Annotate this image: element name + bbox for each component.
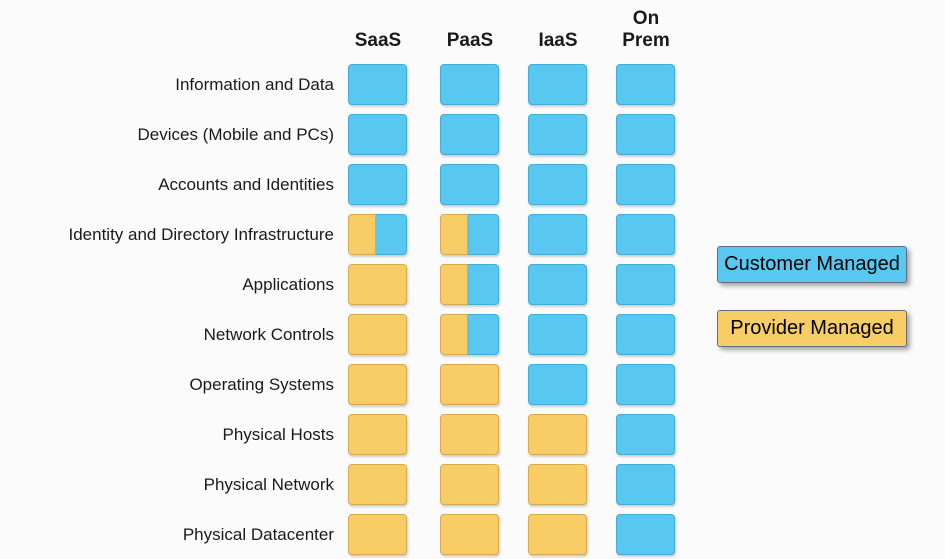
matrix-cell-customer <box>440 64 499 105</box>
matrix-cell-split <box>440 264 499 305</box>
matrix-cell-provider <box>440 514 499 555</box>
matrix-cell-customer <box>616 364 675 405</box>
matrix-cell-customer <box>528 164 587 205</box>
row-label-applications: Applications <box>242 274 334 294</box>
row-label-network-controls: Network Controls <box>203 324 334 344</box>
matrix-cell-provider <box>528 464 587 505</box>
legend-provider-managed: Provider Managed <box>717 310 907 347</box>
row-label-accounts-and-identities: Accounts and Identities <box>158 174 334 194</box>
row-label-physical-datacenter: Physical Datacenter <box>182 524 334 544</box>
row-label-physical-hosts: Physical Hosts <box>222 424 334 444</box>
matrix-cell-customer <box>348 64 407 105</box>
matrix-cell-provider <box>440 414 499 455</box>
matrix-cell-customer <box>616 414 675 455</box>
row-label-identity-and-directory-infrastructure: Identity and Directory Infrastructure <box>68 224 334 244</box>
row-label-physical-network: Physical Network <box>203 474 334 494</box>
matrix-cell-split <box>440 214 499 255</box>
row-label-operating-systems: Operating Systems <box>189 374 334 394</box>
matrix-cell-provider <box>348 364 407 405</box>
matrix-cell-customer <box>348 114 407 155</box>
split-provider-segment <box>440 214 468 255</box>
matrix-cell-customer <box>616 314 675 355</box>
split-provider-segment <box>348 214 376 255</box>
matrix-cell-split <box>348 214 407 255</box>
split-customer-segment <box>375 214 407 255</box>
matrix-cell-provider <box>528 414 587 455</box>
matrix-cell-customer <box>528 64 587 105</box>
matrix-cell-customer <box>528 214 587 255</box>
matrix-cell-customer <box>616 514 675 555</box>
matrix-cell-customer <box>528 364 587 405</box>
matrix-cell-provider <box>440 464 499 505</box>
column-header-on-prem: On Prem <box>622 8 670 51</box>
matrix-cell-customer <box>440 164 499 205</box>
matrix-cell-customer <box>616 164 675 205</box>
matrix-cell-customer <box>440 114 499 155</box>
matrix-cell-customer <box>348 164 407 205</box>
matrix-cell-provider <box>528 514 587 555</box>
split-customer-segment <box>467 264 499 305</box>
row-label-devices-mobile-and-pcs: Devices (Mobile and PCs) <box>137 124 334 144</box>
matrix-cell-provider <box>348 514 407 555</box>
legend-customer-managed: Customer Managed <box>717 246 907 283</box>
row-label-information-and-data: Information and Data <box>175 74 334 94</box>
matrix-cell-customer <box>616 464 675 505</box>
column-header-paas: PaaS <box>446 30 494 51</box>
split-provider-segment <box>440 264 468 305</box>
matrix-cell-customer <box>528 314 587 355</box>
split-customer-segment <box>467 214 499 255</box>
matrix-cell-provider <box>348 414 407 455</box>
matrix-cell-provider <box>440 364 499 405</box>
split-customer-segment <box>467 314 499 355</box>
matrix-cell-provider <box>348 464 407 505</box>
matrix-cell-customer <box>616 114 675 155</box>
matrix-cell-customer <box>616 214 675 255</box>
split-provider-segment <box>440 314 468 355</box>
matrix-cell-split <box>440 314 499 355</box>
matrix-cell-provider <box>348 264 407 305</box>
column-header-iaas: IaaS <box>538 30 578 51</box>
column-header-saas: SaaS <box>354 30 402 51</box>
matrix-cell-provider <box>348 314 407 355</box>
matrix-cell-customer <box>616 64 675 105</box>
matrix-cell-customer <box>528 264 587 305</box>
matrix-cell-customer <box>616 264 675 305</box>
matrix-cell-customer <box>528 114 587 155</box>
